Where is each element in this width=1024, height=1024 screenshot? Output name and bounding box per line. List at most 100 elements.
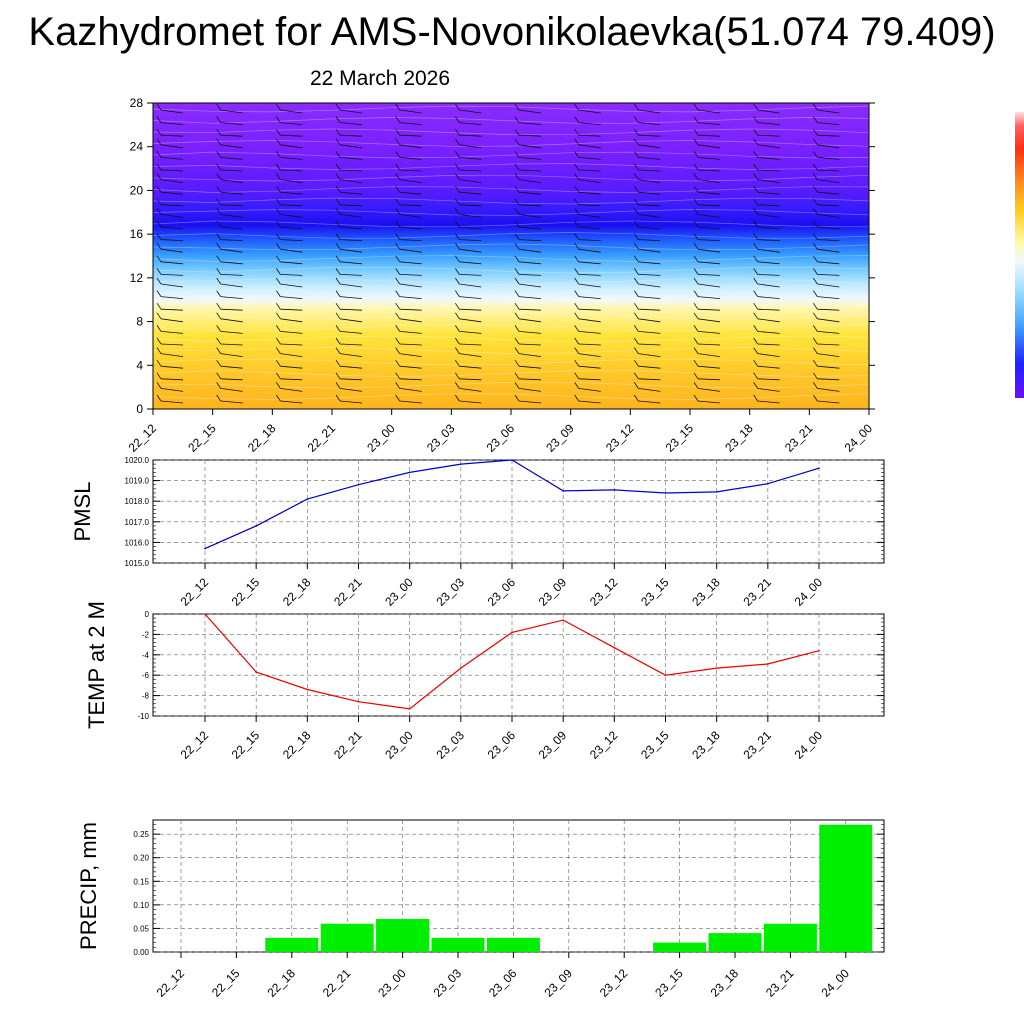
wind-barb xyxy=(220,388,243,392)
wind-barb xyxy=(220,365,243,369)
wind-barb xyxy=(339,226,363,230)
pmsl-point xyxy=(767,482,769,485)
wind-barb-flag xyxy=(514,198,520,206)
wind-barb-flag xyxy=(276,372,281,380)
colorbar xyxy=(1015,112,1024,398)
wind-barb-flag xyxy=(276,116,281,123)
wind-barb-flag xyxy=(813,290,818,297)
pmsl-point xyxy=(562,490,564,492)
wind-barb xyxy=(399,144,422,149)
wind-barb xyxy=(518,179,542,183)
pmsl-ylabel: PMSL xyxy=(70,482,95,542)
wind-barb-flag xyxy=(514,277,520,285)
y-tick-label: 12 xyxy=(130,271,144,285)
wind-barb-flag xyxy=(276,359,281,367)
wind-barb xyxy=(518,169,542,172)
x-tick-label: 23_00 xyxy=(382,728,416,762)
x-tick-label: 23_12 xyxy=(587,728,621,762)
x-tick-label: 23_06 xyxy=(485,575,519,609)
wind-barb xyxy=(697,318,721,323)
wind-barb xyxy=(459,296,482,299)
wind-barb-flag xyxy=(276,128,281,136)
x-tick-label: 23_21 xyxy=(740,575,774,609)
wind-barb xyxy=(518,248,542,253)
wind-barb xyxy=(757,388,780,392)
wind-barb-flag xyxy=(514,103,520,111)
wind-barb-flag xyxy=(335,337,341,345)
wind-barb xyxy=(697,400,721,404)
wind-barb-flag xyxy=(693,268,699,275)
wind-barb-flag xyxy=(395,347,400,354)
wind-barb xyxy=(399,274,422,276)
wind-barb xyxy=(160,157,184,160)
wind-barb-flag xyxy=(514,394,520,402)
wind-barb-flag xyxy=(216,103,221,111)
wind-barb xyxy=(399,308,422,311)
wind-barb xyxy=(280,157,303,160)
wind-barb-flag xyxy=(693,173,699,180)
x-tick-label: 23_18 xyxy=(722,421,756,455)
pmsl-point xyxy=(818,467,820,470)
wind-barb-flag xyxy=(574,138,579,146)
wind-barb-flag xyxy=(574,208,579,215)
wind-barb-flag xyxy=(514,220,520,228)
wind-barb xyxy=(697,134,721,137)
wind-barb-flag xyxy=(753,198,758,206)
pmsl-point xyxy=(357,483,360,486)
temp-point xyxy=(767,663,769,665)
contour-line xyxy=(152,174,870,182)
wind-barb-flag xyxy=(634,220,639,228)
wind-barb xyxy=(817,144,840,149)
wind-barb-flag xyxy=(813,116,818,123)
wind-barb xyxy=(578,274,601,276)
wind-barb-flag xyxy=(753,312,758,320)
wind-barb xyxy=(399,239,422,241)
x-tick-label: 22_21 xyxy=(305,421,339,455)
wind-barb-flag xyxy=(634,255,639,263)
pmsl-point xyxy=(408,471,411,474)
wind-barb xyxy=(160,365,184,369)
wind-barb-flag xyxy=(574,337,579,345)
y-tick-label: -4 xyxy=(142,651,150,660)
wind-barb xyxy=(160,144,184,149)
y-tick-label: 16 xyxy=(130,227,144,241)
wind-barb xyxy=(220,400,243,404)
wind-barb-flag xyxy=(455,198,460,206)
wind-barb xyxy=(757,134,780,137)
wind-barb xyxy=(459,122,482,125)
wind-barb xyxy=(339,283,363,288)
wind-barb xyxy=(399,204,422,207)
wind-barb xyxy=(638,239,661,241)
wind-barb xyxy=(220,191,243,195)
wind-barb xyxy=(220,283,243,288)
wind-barb-flag xyxy=(753,151,758,158)
contour-line xyxy=(152,232,870,239)
wind-barb xyxy=(638,365,661,369)
wind-barb-flag xyxy=(216,394,221,402)
wind-barb xyxy=(518,283,542,288)
wind-barb-flag xyxy=(335,128,341,136)
wind-barb xyxy=(459,388,482,392)
wind-barb-flag xyxy=(753,394,758,402)
wind-barb xyxy=(339,214,363,218)
wind-barb xyxy=(578,144,601,149)
wind-barb xyxy=(757,226,780,230)
temp-point xyxy=(460,667,462,669)
wind-barb-flag xyxy=(693,372,699,380)
wind-barb xyxy=(220,261,243,265)
pmsl-point xyxy=(613,489,616,491)
x-tick-label: 23_00 xyxy=(375,966,409,1000)
wind-barb xyxy=(578,353,601,357)
wind-barb-flag xyxy=(216,277,221,285)
wind-barb-flag xyxy=(156,103,162,111)
wind-barb xyxy=(280,388,303,392)
wind-barb xyxy=(817,134,840,137)
wind-barb-flag xyxy=(395,394,400,402)
wind-barb xyxy=(339,365,363,369)
wind-barb-flag xyxy=(395,325,400,332)
wind-barb-flag xyxy=(335,208,341,215)
wind-barb xyxy=(518,261,542,265)
wind-barb xyxy=(339,191,363,195)
wind-barb-flag xyxy=(514,242,520,250)
